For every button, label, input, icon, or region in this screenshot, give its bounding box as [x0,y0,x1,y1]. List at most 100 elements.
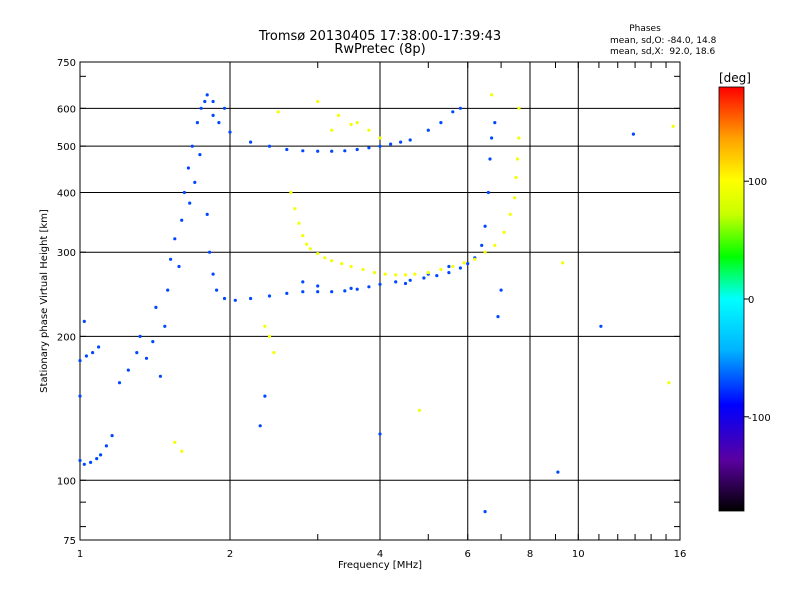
o-mode-point [211,99,215,104]
x-mode-point [267,334,272,338]
x-tick-label: 10 [572,549,585,560]
o-mode-point [208,250,212,254]
y-axis-label: Stationary phase Virtual Height [km] [39,209,50,393]
x-mode-point [297,221,301,225]
x-mode-point [514,175,518,180]
colorbar: [deg] 100 0 -100 [718,71,771,512]
x-mode-point [378,136,382,140]
y-tick-label: 600 [57,104,76,115]
colorbar-ticks: 100 0 -100 [744,177,771,424]
x-mode-point [517,106,521,110]
x-mode-point [515,157,520,161]
o-mode-point [190,144,194,148]
x-mode-point [272,351,276,355]
o-mode-point [180,218,184,222]
o-mode-point [188,201,192,205]
x-mode-point [417,408,422,412]
data-points [78,93,675,514]
o-mode-point [285,291,289,295]
y-tick-label: 500 [57,142,76,153]
o-mode-point [126,368,130,372]
o-mode-point [389,142,393,146]
chart-subtitle: RwPretec (8p) [334,42,425,57]
y-tick-label: 100 [57,476,76,487]
o-mode-point [228,130,232,134]
x-mode-point [667,381,671,385]
o-mode-point [316,149,320,153]
o-mode-point [117,381,122,385]
x-mode-point [349,122,353,127]
x-mode-point [451,264,455,269]
o-mode-point [158,374,162,378]
o-mode-point [91,351,95,355]
x-mode-point [293,207,297,211]
o-mode-point [205,93,209,97]
o-mode-point [82,319,86,323]
x-mode-point [308,247,312,251]
o-mode-point [249,296,253,301]
chart-title: Tromsø 20130405 17:38:00-17:39:43 [258,29,501,44]
o-mode-point [447,271,451,275]
o-mode-point [343,149,347,153]
o-mode-point [267,144,272,148]
x-mode-point [289,190,293,195]
x-mode-point [483,250,487,254]
o-mode-point [458,266,462,270]
o-mode-point [151,340,155,344]
o-mode-point [258,424,262,428]
plot-area: 1 2 4 6 8 10 16 75 100 200 300 400 500 600 750 [57,58,686,560]
o-mode-point [199,106,203,110]
colorbar-gradient [718,86,745,512]
o-mode-point [499,288,503,292]
o-mode-point [439,121,443,125]
o-mode-point [378,432,382,436]
o-mode-point [355,147,359,152]
x-mode-point [349,264,353,269]
x-mode-point [340,262,344,266]
x-mode-point [323,256,327,260]
o-mode-point [486,190,490,195]
o-mode-point [394,280,398,284]
o-mode-point [355,287,359,291]
x-mode-point [561,261,565,265]
phases-x-stats: mean, sd,X: 92.0, 18.6 [610,47,716,57]
x-mode-point [413,272,417,276]
o-mode-point [78,458,82,463]
x-mode-point [336,113,340,117]
x-mode-point [508,212,512,216]
o-mode-point [422,276,426,280]
y-tick-label: 750 [57,58,76,69]
x-mode-point [439,267,443,272]
o-mode-point [104,444,108,448]
x-mode-point [513,196,517,200]
o-mode-point [95,457,99,461]
o-mode-point [408,138,412,142]
o-mode-point [316,290,320,294]
o-mode-point [195,121,199,125]
o-mode-point [215,288,219,292]
o-mode-point [496,315,500,319]
phases-title: Phases [629,24,661,34]
o-mode-point [599,324,603,328]
phases-o-stats: mean, sd,O: -84.0, 14.8 [610,36,717,46]
o-mode-point [488,157,492,161]
o-mode-point [110,434,114,438]
o-mode-point [458,106,462,110]
o-mode-point [84,354,88,358]
o-mode-point [447,264,451,269]
x-mode-point [173,440,177,444]
o-mode-point [267,294,272,298]
o-mode-point [408,278,412,282]
x-mode-point [276,110,280,114]
x-mode-point [316,99,320,104]
o-mode-point [556,470,560,474]
o-mode-point [193,180,197,184]
o-mode-point [177,264,181,269]
o-mode-point [78,394,82,398]
o-mode-point [166,288,170,292]
o-mode-point [249,140,253,144]
o-mode-point [483,510,487,514]
x-mode-point [473,257,477,261]
grid-lines [80,62,680,540]
